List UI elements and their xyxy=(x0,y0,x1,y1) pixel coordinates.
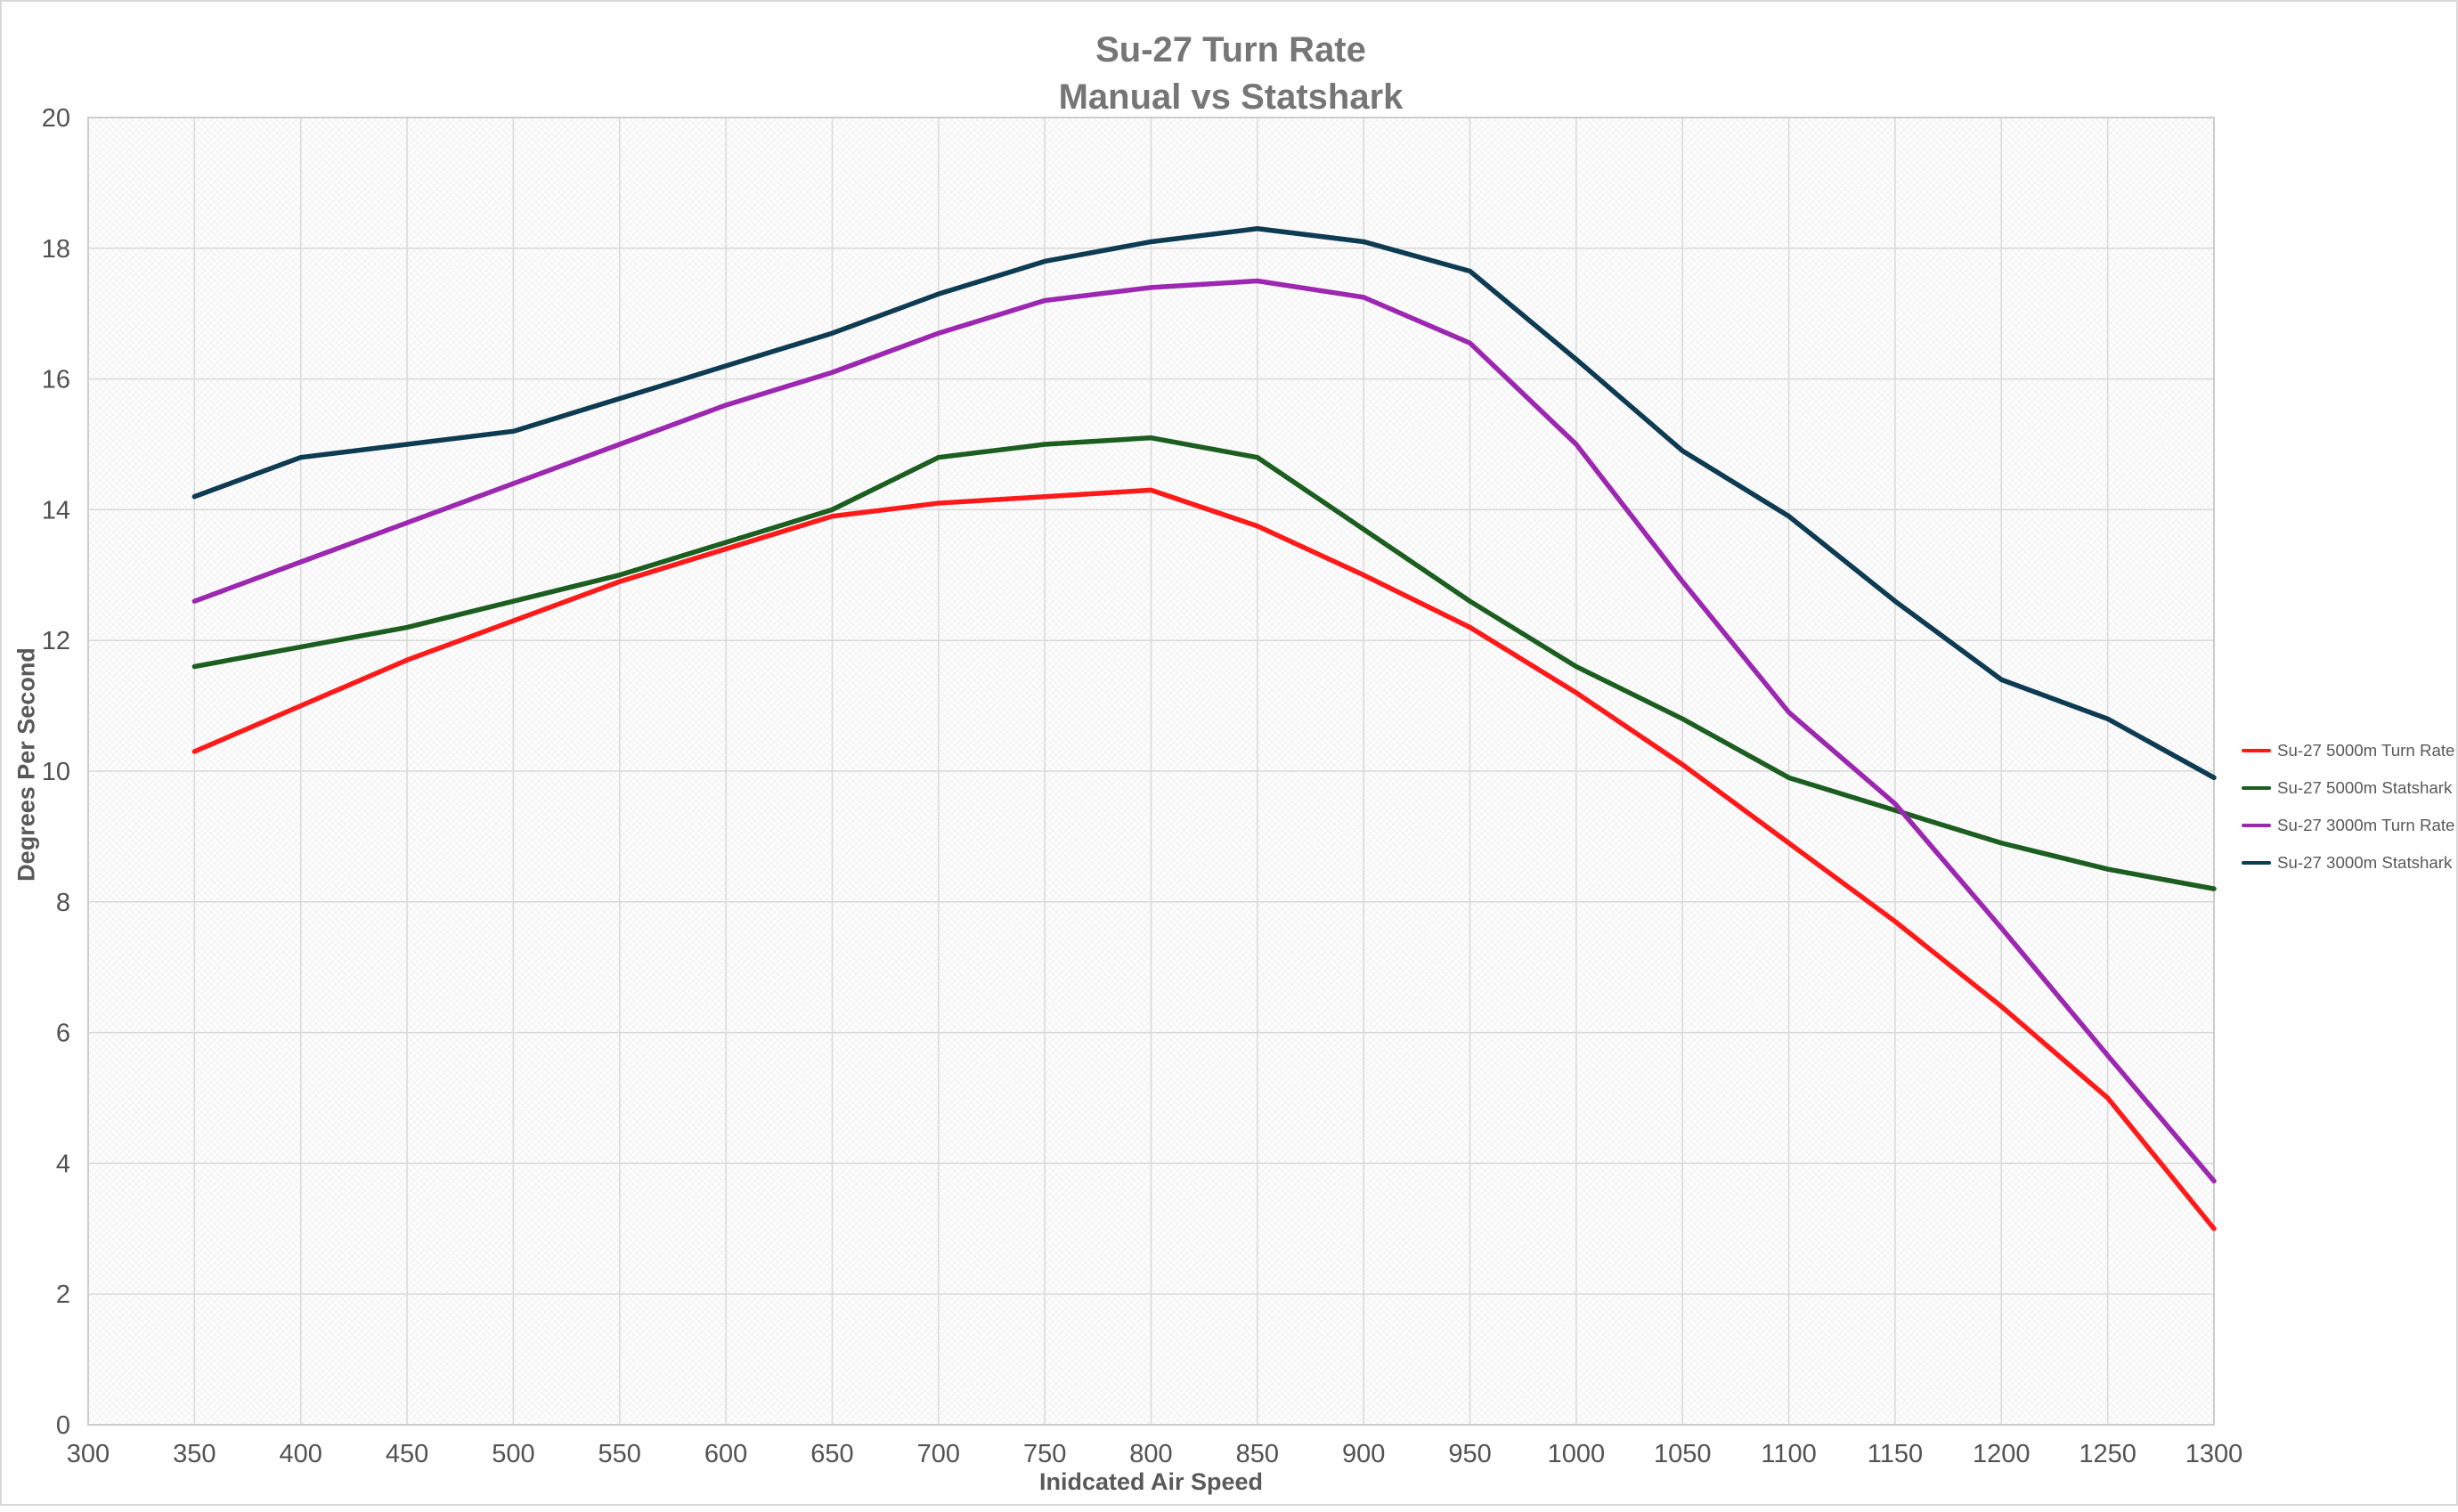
svg-text:450: 450 xyxy=(386,1440,428,1468)
svg-text:800: 800 xyxy=(1129,1440,1172,1468)
svg-text:4: 4 xyxy=(56,1150,70,1178)
svg-text:550: 550 xyxy=(598,1440,641,1468)
svg-text:300: 300 xyxy=(67,1440,110,1468)
svg-text:8: 8 xyxy=(56,889,70,917)
svg-text:18: 18 xyxy=(42,235,70,264)
svg-text:650: 650 xyxy=(810,1440,853,1468)
svg-text:1000: 1000 xyxy=(1548,1440,1606,1468)
svg-text:12: 12 xyxy=(42,627,70,655)
svg-text:1200: 1200 xyxy=(1973,1440,2031,1468)
svg-text:950: 950 xyxy=(1448,1440,1491,1468)
svg-text:14: 14 xyxy=(42,496,70,524)
svg-text:1300: 1300 xyxy=(2185,1440,2243,1468)
svg-text:750: 750 xyxy=(1023,1440,1066,1468)
svg-text:0: 0 xyxy=(56,1411,70,1440)
svg-text:1050: 1050 xyxy=(1654,1440,1712,1468)
svg-text:1250: 1250 xyxy=(2079,1440,2137,1468)
svg-text:1100: 1100 xyxy=(1761,1440,1816,1468)
svg-text:900: 900 xyxy=(1342,1440,1385,1468)
svg-text:850: 850 xyxy=(1236,1440,1279,1468)
svg-text:10: 10 xyxy=(42,758,70,786)
svg-text:2: 2 xyxy=(56,1280,70,1309)
svg-text:6: 6 xyxy=(56,1020,70,1048)
svg-text:400: 400 xyxy=(280,1440,322,1468)
svg-text:1150: 1150 xyxy=(1868,1440,1923,1468)
svg-text:16: 16 xyxy=(42,366,70,394)
svg-text:700: 700 xyxy=(917,1440,960,1468)
svg-text:600: 600 xyxy=(704,1440,747,1468)
svg-text:350: 350 xyxy=(173,1440,216,1468)
svg-text:500: 500 xyxy=(492,1440,534,1468)
